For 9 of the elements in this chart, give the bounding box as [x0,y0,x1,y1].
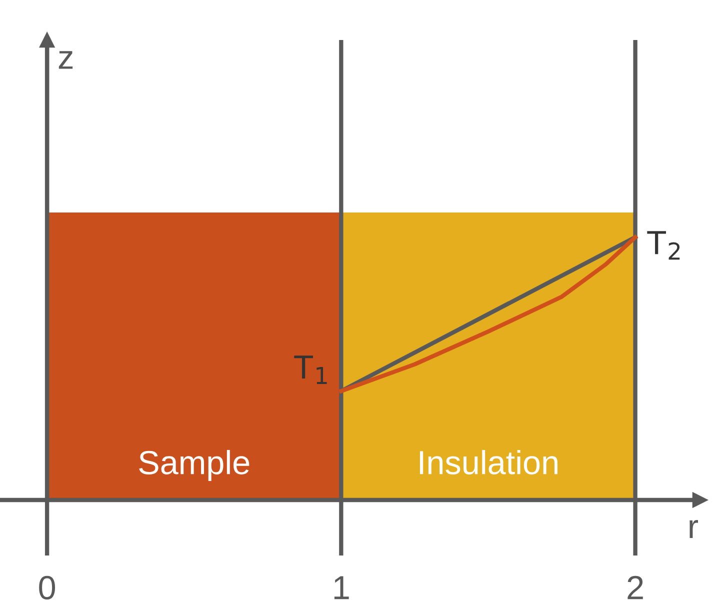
annotation: T$_{1}$ [294,356,327,384]
x-axis-title: r [690,520,698,538]
x-tick-label: 0 [39,576,56,600]
y-axis-title: z [58,51,73,69]
annotation: Sample [139,450,250,482]
annotation: Insulation [420,450,558,474]
x-tick-label: 1 [334,576,349,600]
annotation: T$_{2}$ [647,231,680,260]
x-tick-label: 2 [628,576,643,600]
